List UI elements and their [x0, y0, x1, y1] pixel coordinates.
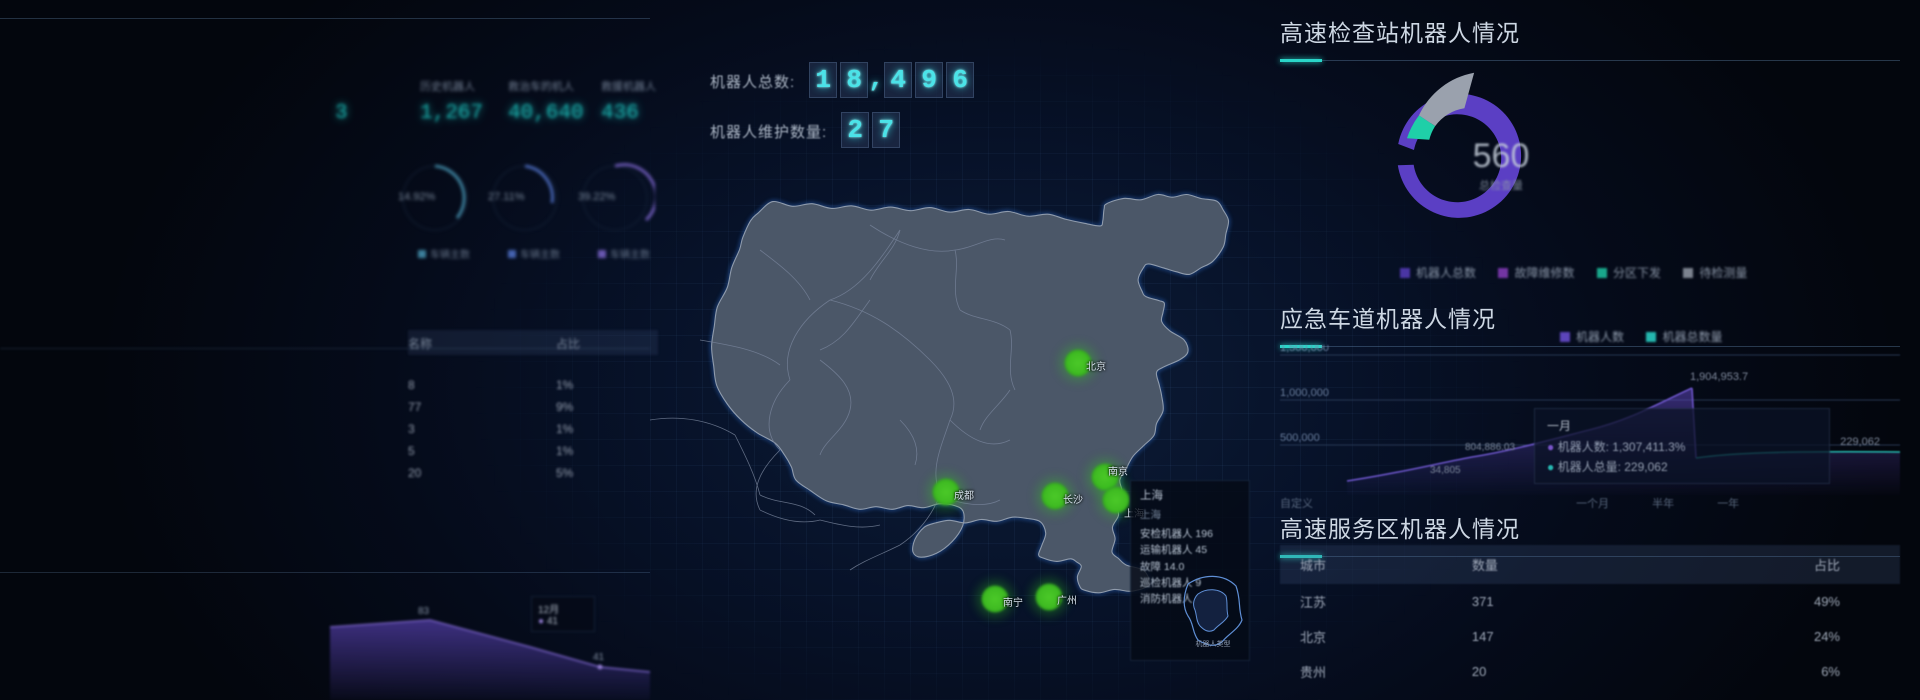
svg-text:总检查量: 总检查量	[1479, 178, 1523, 192]
svg-text:34,805: 34,805	[1430, 465, 1461, 476]
svg-text:229,062: 229,062	[1840, 436, 1880, 448]
svg-text:560: 560	[1473, 137, 1530, 175]
svg-text:41: 41	[593, 652, 605, 663]
svg-text:1,500,000: 1,500,000	[1280, 345, 1329, 354]
svg-text:机器人类型: 机器人类型	[1196, 639, 1231, 648]
svg-text:1,904,953.7: 1,904,953.7	[1690, 371, 1748, 383]
svg-text:804,886.03: 804,886.03	[1465, 442, 1515, 453]
svg-text:500,000: 500,000	[1280, 432, 1320, 444]
svg-text:83: 83	[418, 606, 430, 617]
svg-text:1,000,000: 1,000,000	[1280, 387, 1329, 399]
